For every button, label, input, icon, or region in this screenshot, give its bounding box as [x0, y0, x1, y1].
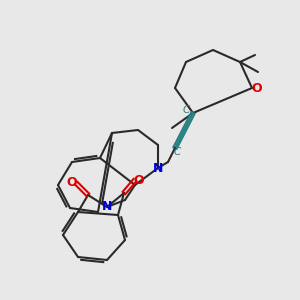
Text: C: C — [173, 147, 181, 157]
Text: O: O — [67, 176, 77, 190]
Text: C: C — [182, 105, 190, 115]
Text: N: N — [153, 161, 163, 175]
Text: N: N — [102, 200, 112, 214]
Text: O: O — [252, 82, 262, 94]
Text: O: O — [134, 173, 144, 187]
